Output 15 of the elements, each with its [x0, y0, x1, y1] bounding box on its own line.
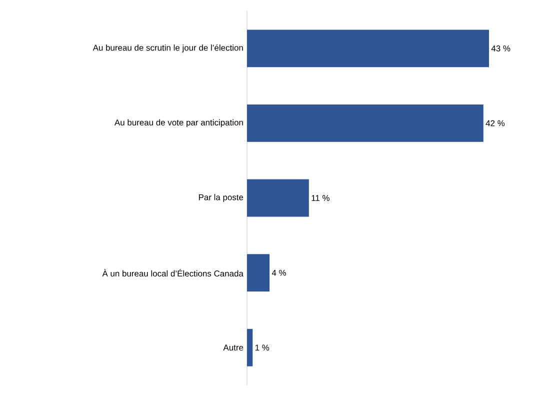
y-tick-label: Par la poste	[198, 194, 244, 202]
bar	[247, 104, 484, 142]
data-label: 43 %	[491, 45, 510, 52]
data-label: 11 %	[312, 195, 330, 201]
y-tick-label: Autre	[223, 344, 244, 351]
bar	[247, 328, 253, 366]
data-label: 1 %	[255, 344, 270, 351]
bar	[247, 179, 309, 217]
y-tick-label: Au bureau de scrutin le jour de l’élection	[92, 44, 243, 52]
data-label: 42 %	[486, 120, 505, 126]
bar	[247, 254, 270, 292]
bar	[247, 30, 489, 68]
y-tick-label: Au bureau de vote par anticipation	[114, 119, 243, 128]
data-label: 4 %	[272, 270, 286, 276]
y-tick-label: À un bureau local d’Élections Canada	[102, 269, 244, 277]
